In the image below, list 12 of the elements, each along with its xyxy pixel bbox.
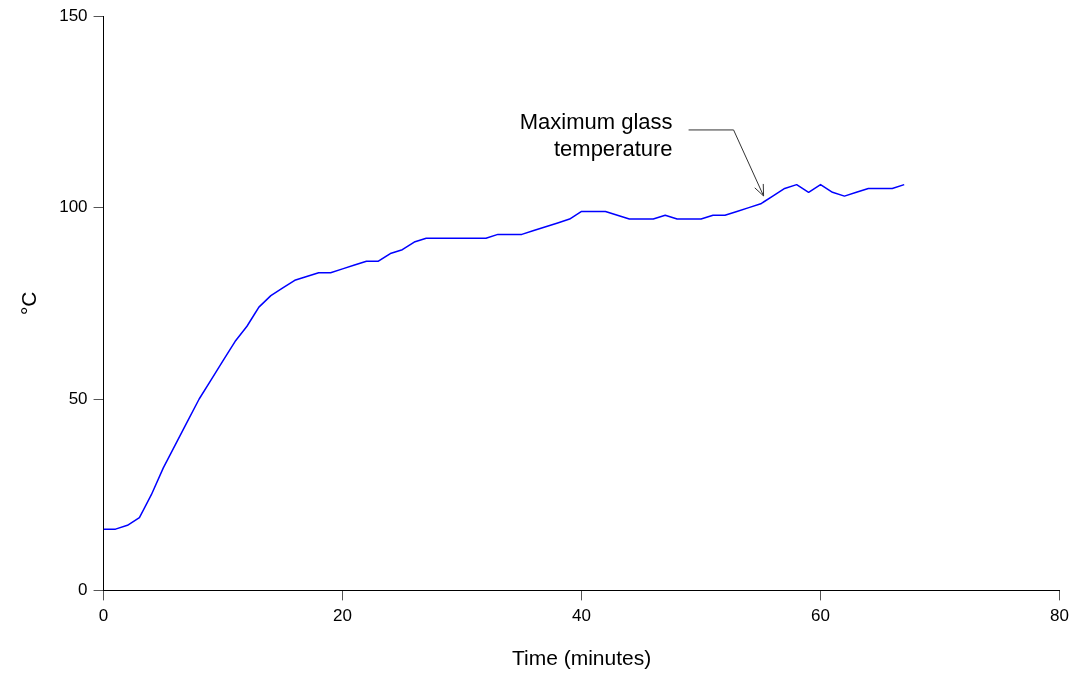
x-axis-title: Time (minutes) <box>511 646 652 670</box>
x-tick-label: 80 <box>1050 606 1070 626</box>
y-tick-label: 150 <box>59 5 88 25</box>
annotation: Maximum glass temperature <box>519 109 673 162</box>
y-tick-label: 50 <box>68 388 88 408</box>
x-tick-label: 40 <box>572 606 592 626</box>
x-tick-label: 20 <box>333 606 353 626</box>
x-tick-label: 60 <box>811 606 831 626</box>
y-axis-title: °C <box>17 291 41 316</box>
y-tick-label: 100 <box>59 197 88 217</box>
x-tick-label: 0 <box>98 606 109 626</box>
y-tick-label: 0 <box>78 580 88 600</box>
